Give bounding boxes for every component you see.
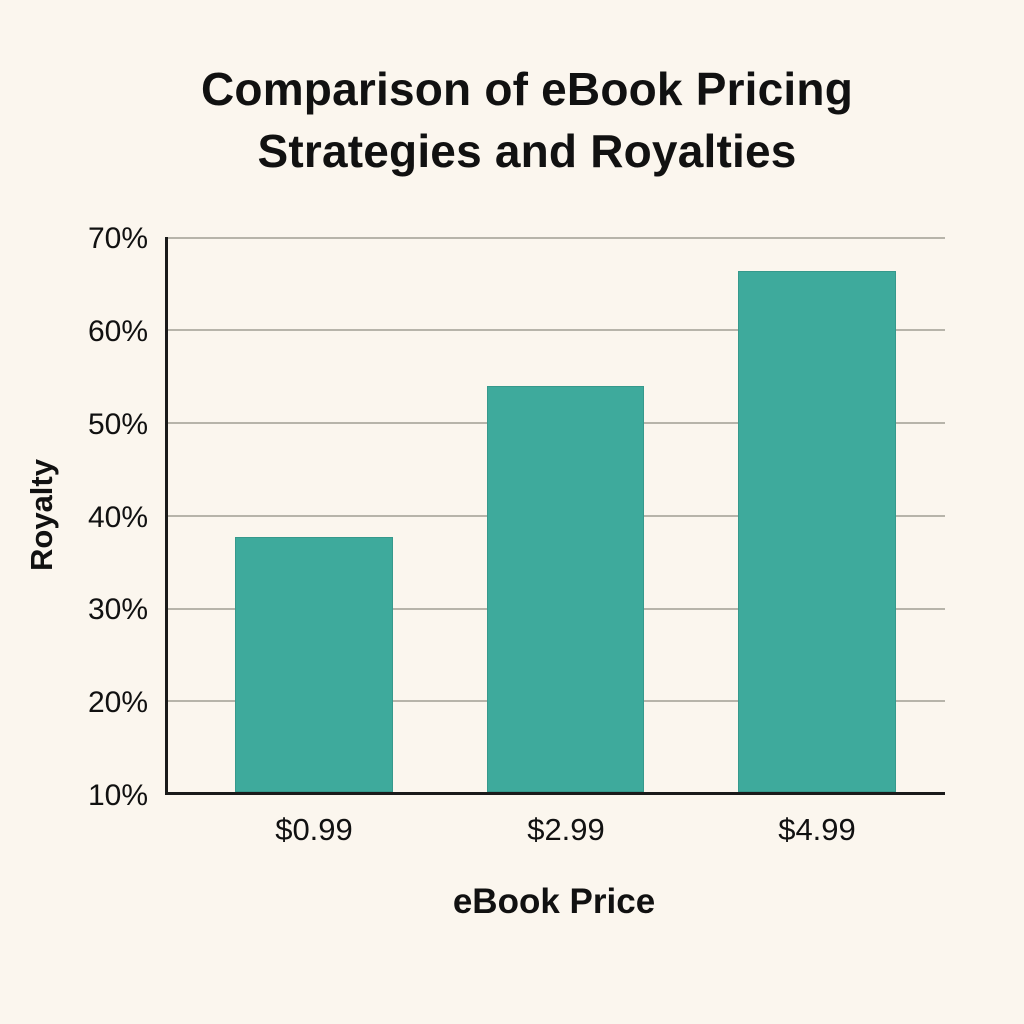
x-tick-label: $2.99	[527, 812, 605, 847]
x-tick-label: $4.99	[778, 812, 856, 847]
gridline	[167, 237, 945, 239]
x-axis-line	[165, 792, 945, 795]
y-tick-label: 20%	[87, 686, 148, 719]
plot-area	[165, 237, 945, 795]
chart-title-line-2: Strategies and Royalties	[257, 125, 797, 177]
gridline	[167, 329, 945, 331]
bar-2-99[interactable]	[487, 386, 644, 792]
y-tick-label: 30%	[87, 593, 148, 626]
chart-title-line-1: Comparison of eBook Pricing	[200, 63, 854, 115]
bar-4-99[interactable]	[738, 271, 896, 792]
y-tick-label: 50%	[87, 408, 148, 441]
chart-title: Comparison of eBook Pricing Strategies a…	[0, 58, 1024, 182]
x-tick-label: $0.99	[275, 812, 353, 847]
y-axis-line	[165, 237, 168, 795]
y-tick-label: 60%	[87, 315, 148, 348]
y-tick-label: 10%	[87, 779, 148, 812]
x-axis-title: eBook Price	[452, 882, 656, 921]
y-tick-label: 40%	[87, 501, 148, 534]
y-tick-label: 70%	[87, 222, 148, 255]
bar-0-99[interactable]	[235, 537, 393, 792]
